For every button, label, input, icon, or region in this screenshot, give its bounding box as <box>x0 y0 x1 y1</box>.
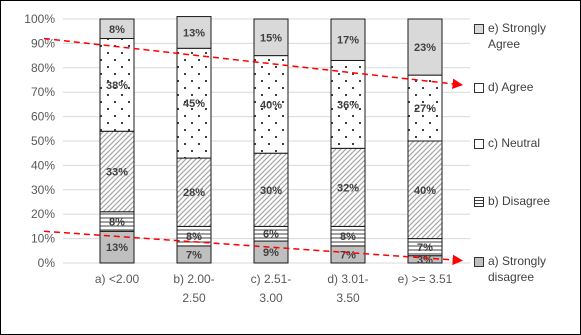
x-tick-label: 3.50 <box>336 291 360 305</box>
legend-swatch <box>474 257 484 267</box>
bar-segment <box>253 18 289 57</box>
legend-item: e) Strongly Agree <box>474 20 546 52</box>
bar-segment <box>253 55 289 154</box>
data-label: 28% <box>183 187 205 199</box>
data-label: 8% <box>109 24 125 36</box>
bar-segment <box>330 59 366 149</box>
data-label: 15% <box>260 32 282 44</box>
data-label: 7% <box>186 249 202 261</box>
legend-item: d) Agree <box>474 79 533 95</box>
y-tick-label: 20% <box>31 207 55 221</box>
legend-label: e) Strongly Agree <box>488 21 547 51</box>
data-label: 27% <box>414 103 436 115</box>
data-label: 13% <box>183 27 205 39</box>
bar-segment <box>176 157 212 227</box>
y-tick-label: 30% <box>31 183 55 197</box>
data-label: 9% <box>263 247 279 259</box>
legend-swatch <box>474 197 484 207</box>
data-label: 36% <box>337 99 359 111</box>
trend-arrows <box>43 37 464 266</box>
legend-item: b) Disagree <box>474 193 550 209</box>
y-tick-label: 10% <box>31 232 55 246</box>
y-tick-label: 70% <box>31 85 55 99</box>
legend-label: b) Disagree <box>488 194 551 208</box>
y-tick-label: 80% <box>31 61 55 75</box>
legend-item: c) Neutral <box>474 135 540 151</box>
bar-segment <box>99 38 135 132</box>
x-axis: a) <2.00 b) 2.00- 2.50 c) 2.51- 3.00 d) 3.01-… <box>95 272 453 305</box>
legend-label: d) Agree <box>488 80 534 94</box>
bar-segment <box>407 140 443 240</box>
data-label: 7% <box>417 242 433 254</box>
legend-swatch <box>474 24 484 34</box>
data-label: 13% <box>106 242 128 254</box>
legend-swatch <box>474 83 484 93</box>
y-tick-label: 0% <box>38 256 56 270</box>
data-label: 40% <box>260 99 282 111</box>
data-label: 45% <box>183 98 205 110</box>
data-label: 8% <box>340 231 356 243</box>
legend-label: c) Neutral <box>488 136 541 150</box>
bar-segment <box>99 130 135 213</box>
y-tick-label: 50% <box>31 134 55 148</box>
data-label: 6% <box>263 229 279 241</box>
y-tick-label: 100% <box>24 12 55 26</box>
y-tick-label: 60% <box>31 110 55 124</box>
x-tick-label: 2.50 <box>182 291 206 305</box>
data-label: 32% <box>337 182 359 194</box>
y-tick-label: 90% <box>31 36 55 50</box>
data-label: 40% <box>414 185 436 197</box>
bar-segment <box>330 18 366 61</box>
data-label: 8% <box>109 217 125 229</box>
bar-segment <box>176 16 212 49</box>
legend-swatch <box>474 139 484 149</box>
x-tick-label: a) <2.00 <box>95 272 140 286</box>
x-tick-label: 3.00 <box>259 291 283 305</box>
data-label: 17% <box>337 35 359 47</box>
data-label: 8% <box>186 231 202 243</box>
legend-item: a) Strongly disagree <box>474 253 546 285</box>
x-tick-label: c) 2.51- <box>251 272 292 286</box>
trend-arrow <box>43 37 464 90</box>
bar-segment <box>176 47 212 159</box>
y-axis: 0% 10% 20% 30% 40% 50% 60% 70% 80% 90% 100% <box>24 12 55 270</box>
bar-segment <box>330 147 366 227</box>
data-label: 30% <box>260 185 282 197</box>
data-label: 38% <box>106 80 128 92</box>
bar-segment <box>407 18 443 76</box>
data-label: 7% <box>340 249 356 261</box>
x-tick-label: d) 3.01- <box>327 272 368 286</box>
x-tick-label: b) 2.00- <box>173 272 214 286</box>
y-tick-label: 40% <box>31 158 55 172</box>
legend-label: a) Strongly disagree <box>488 254 547 284</box>
x-tick-label: e) >= 3.51 <box>398 272 453 286</box>
data-label: 3% <box>417 254 433 266</box>
data-label: 33% <box>106 167 128 179</box>
bar-segment <box>99 18 135 40</box>
data-label: 23% <box>414 42 436 54</box>
